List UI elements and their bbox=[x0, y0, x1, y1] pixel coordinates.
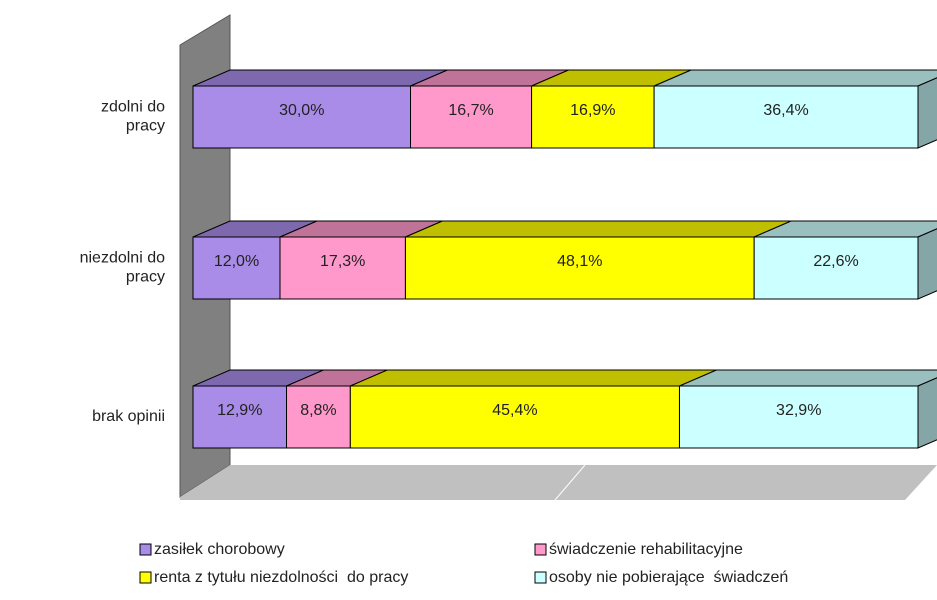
bar-top bbox=[192, 69, 448, 87]
floor bbox=[180, 465, 937, 500]
bar bbox=[349, 385, 680, 449]
bar-segment bbox=[192, 369, 324, 449]
floor-line bbox=[554, 464, 586, 501]
value-label: 36,4% bbox=[763, 102, 808, 119]
value-label: 30,0% bbox=[279, 102, 324, 119]
bar bbox=[192, 385, 288, 449]
value-label: 45,4% bbox=[492, 402, 537, 419]
legend-marker bbox=[139, 571, 152, 584]
bar-segment bbox=[192, 220, 318, 300]
bar-segment bbox=[410, 69, 569, 149]
legend-marker bbox=[139, 543, 152, 556]
value-label: 12,9% bbox=[217, 402, 262, 419]
bar-segment bbox=[404, 220, 792, 300]
bar-top bbox=[405, 220, 792, 238]
legend-label: osoby nie pobierające świadczeń bbox=[549, 569, 788, 586]
value-label: 8,8% bbox=[300, 402, 336, 419]
bar bbox=[192, 236, 281, 300]
bar bbox=[531, 85, 655, 149]
bar bbox=[410, 85, 533, 149]
y-tick-label: brak opinii bbox=[92, 408, 165, 425]
bar-top bbox=[653, 69, 937, 87]
value-label: 32,9% bbox=[776, 402, 821, 419]
bar bbox=[404, 236, 755, 300]
bar-end bbox=[917, 77, 937, 149]
bar-segment bbox=[653, 69, 937, 149]
bar-segment bbox=[286, 369, 388, 449]
bar-segment bbox=[349, 369, 717, 449]
legend-marker bbox=[534, 571, 547, 584]
bar-segment bbox=[531, 69, 692, 149]
value-label: 17,3% bbox=[320, 253, 365, 270]
y-tick-label: zdolni do pracy bbox=[101, 99, 165, 135]
legend-label: renta z tytułu niezdolności do pracy bbox=[154, 569, 408, 586]
value-label: 48,1% bbox=[557, 253, 602, 270]
bar-segment bbox=[753, 220, 937, 300]
bar bbox=[192, 85, 411, 149]
bar-segment bbox=[678, 369, 937, 449]
bar-segment bbox=[279, 220, 443, 300]
bar-top bbox=[350, 369, 717, 387]
legend-label: świadczenie rehabilitacyjne bbox=[549, 541, 743, 558]
bar-end bbox=[917, 228, 937, 300]
value-label: 16,7% bbox=[448, 102, 493, 119]
bar bbox=[286, 385, 351, 449]
legend-marker bbox=[534, 543, 547, 556]
bar bbox=[279, 236, 406, 300]
value-label: 12,0% bbox=[214, 253, 259, 270]
bar-top bbox=[679, 369, 937, 387]
bar bbox=[678, 385, 919, 449]
value-label: 16,9% bbox=[570, 102, 615, 119]
bar-end bbox=[917, 377, 937, 449]
value-label: 22,6% bbox=[813, 253, 858, 270]
bar-segment bbox=[192, 69, 448, 149]
legend-label: zasiłek chorobowy bbox=[154, 541, 285, 558]
y-tick-label: niezdolni do pracy bbox=[80, 250, 166, 286]
